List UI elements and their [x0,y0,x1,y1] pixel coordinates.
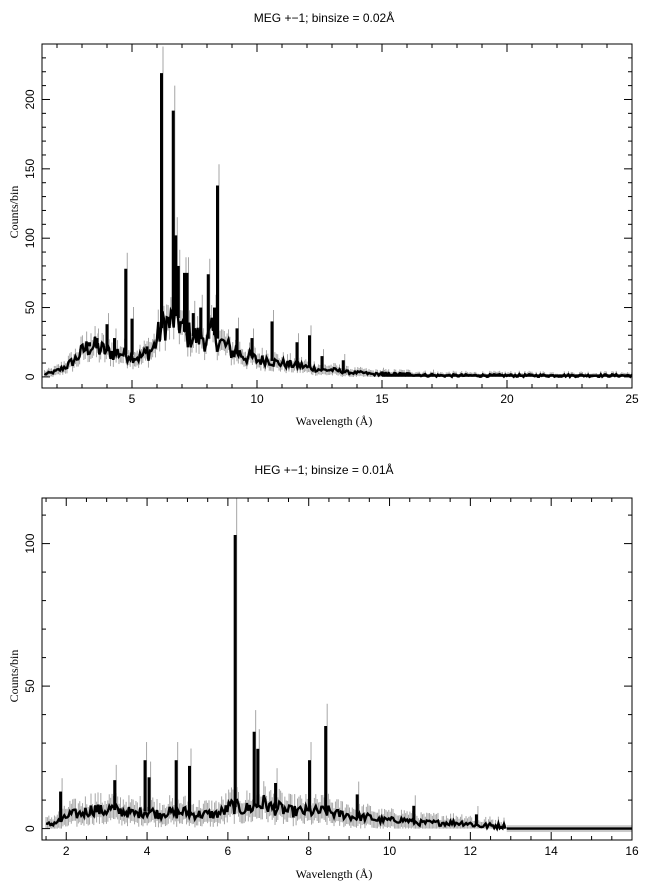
x-tick-label: 25 [625,392,639,406]
meg-plot-frame [41,43,633,389]
x-tick-label: 10 [383,844,397,858]
y-tick-label: 0 [23,825,37,832]
x-tick-label: 8 [305,844,312,858]
meg-panel: MEG +−1; binsize = 0.02Å 5 10 15 20 25 0 50 100… [7,10,639,428]
y-tick-label: 150 [23,159,37,179]
y-tick-label: 50 [23,301,37,315]
heg-emission-lines [59,497,479,826]
x-tick-label: 4 [144,844,151,858]
x-tick-label: 16 [625,844,639,858]
x-tick-label: 12 [464,844,478,858]
y-tick-label: 200 [23,89,37,109]
meg-axis-ticks: 5 10 15 20 25 0 50 100 150 200 [23,44,639,406]
heg-x-axis-label: Wavelength (Å) [296,867,373,881]
y-tick-label: 100 [23,228,37,248]
x-tick-label: 15 [375,392,389,406]
x-tick-label: 10 [250,392,264,406]
y-tick-label: 50 [23,679,37,693]
x-tick-label: 2 [63,844,70,858]
meg-x-axis-label: Wavelength (Å) [296,414,373,428]
heg-y-axis-label: Counts/bin [7,650,21,703]
x-tick-label: 14 [544,844,558,858]
heg-axis-ticks: 2 4 6 8 10 12 14 16 0 50 100 [23,498,639,858]
y-tick-label: 100 [23,533,37,553]
heg-panel: HEG +−1; binsize = 0.01Å 2 4 6 8 10 12 14 16 0 50… [7,462,639,881]
heg-spectrum-line [45,794,507,832]
heg-plot-frame [41,497,633,841]
x-tick-label: 6 [225,844,232,858]
heg-title: HEG +−1; binsize = 0.01Å [254,462,393,477]
meg-y-axis-label: Counts/bin [7,186,21,239]
meg-emission-lines [88,46,434,376]
meg-title: MEG +−1; binsize = 0.02Å [254,10,394,25]
x-tick-label: 20 [500,392,514,406]
y-tick-label: 0 [23,373,37,380]
x-tick-label: 5 [129,392,136,406]
